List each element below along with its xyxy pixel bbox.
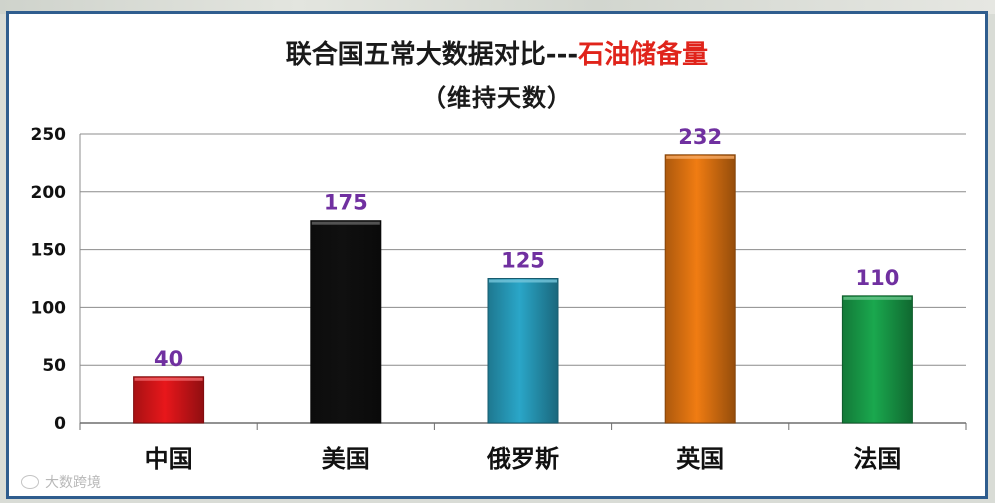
y-tick-label: 150 — [31, 241, 67, 261]
chart-title-main: 联合国五常大数据对比--- — [285, 40, 579, 70]
data-label: 232 — [678, 125, 722, 149]
chart-subtitle: （维持天数） — [422, 84, 572, 112]
bar — [664, 154, 736, 424]
x-tick-label: 俄罗斯 — [486, 445, 559, 473]
bar — [310, 220, 382, 424]
bar-bevel — [134, 377, 203, 381]
data-label: 110 — [855, 266, 899, 290]
top-background-strip — [0, 0, 995, 14]
y-tick-label: 100 — [31, 298, 67, 318]
y-tick-label: 50 — [42, 356, 66, 376]
x-tick-label: 美国 — [322, 445, 370, 473]
x-tick-label: 英国 — [676, 445, 724, 473]
data-label: 175 — [324, 191, 368, 215]
bar — [841, 295, 913, 424]
x-tick-label: 中国 — [145, 445, 193, 473]
data-label: 125 — [501, 249, 545, 273]
bar — [487, 278, 559, 424]
data-label: 40 — [154, 347, 183, 371]
bar-bevel — [489, 279, 557, 283]
bar-bevel — [843, 296, 912, 300]
y-tick-label: 0 — [54, 414, 66, 434]
bar-bevel — [311, 221, 380, 225]
bar — [133, 376, 205, 424]
x-tick-label: 法国 — [853, 445, 901, 473]
bar-chart: 0 50 100 150 200 250 40 中国 175 美国 125 俄罗斯 232 英国 110 法国 — [31, 125, 967, 473]
bar-bevel — [666, 155, 735, 159]
y-tick-label: 250 — [31, 125, 67, 145]
chart-title-accent: 石油储备量 — [578, 40, 709, 70]
watermark: 大数跨境 — [21, 472, 101, 492]
y-tick-label: 200 — [31, 183, 67, 203]
chart-frame: 联合国五常大数据对比---石油储备量 （维持天数） 0 50 100 150 200 25… — [6, 11, 988, 499]
chart-title: 联合国五常大数据对比---石油储备量 — [9, 34, 985, 71]
weibo-eye-icon — [21, 475, 39, 489]
watermark-text: 大数跨境 — [45, 475, 101, 491]
